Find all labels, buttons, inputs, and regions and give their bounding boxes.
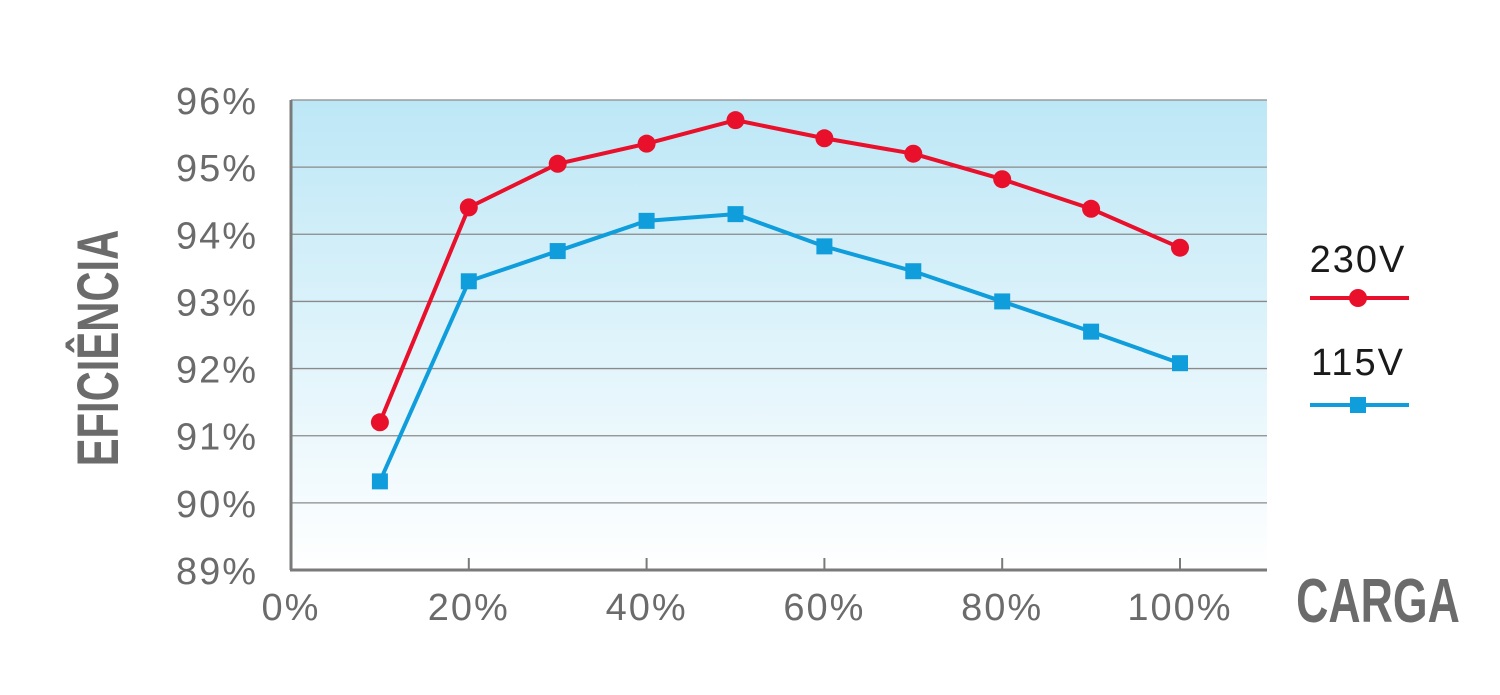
y-tick-label: 96% <box>176 81 258 123</box>
series-115v <box>371 206 1188 490</box>
data-point <box>816 238 833 255</box>
series-230v <box>370 111 1189 432</box>
y-tick-label: 89% <box>176 551 258 593</box>
legend-marker <box>1350 397 1366 413</box>
y-tick-label: 92% <box>176 350 258 392</box>
data-point <box>1172 355 1188 372</box>
y-tick-label: 90% <box>176 484 258 526</box>
data-point <box>460 273 477 290</box>
y-tick-label: 95% <box>176 148 258 190</box>
x-tick-label: 80% <box>961 587 1043 629</box>
series-line <box>378 212 1181 483</box>
series <box>370 111 1189 490</box>
legend-item-115v: 115V <box>1310 342 1409 413</box>
data-point <box>370 413 389 432</box>
x-tick-label: 60% <box>783 587 865 629</box>
x-axis-title: CARGA <box>1296 567 1460 636</box>
data-point <box>1082 199 1101 218</box>
data-point <box>994 293 1011 310</box>
grid-lines <box>291 99 1267 504</box>
data-point <box>727 206 744 223</box>
y-tick-label: 94% <box>176 215 258 257</box>
data-point <box>993 170 1012 189</box>
axes <box>289 100 1267 572</box>
series-line <box>378 118 1181 424</box>
y-tick-label: 93% <box>176 282 258 324</box>
y-tick-label: 91% <box>176 417 258 459</box>
data-point <box>548 154 567 173</box>
data-point <box>904 144 923 163</box>
legend-label: 115V <box>1311 342 1405 384</box>
y-tick-labels: 89% 90% 91% 92% 93% 94% 95% 96% <box>176 81 258 593</box>
plot-background <box>291 100 1267 570</box>
x-tick-label: 0% <box>262 587 321 629</box>
x-tick-label: 40% <box>606 587 688 629</box>
data-point <box>726 111 745 130</box>
data-point <box>1171 238 1189 257</box>
legend-marker <box>1349 289 1367 307</box>
data-point <box>905 263 922 280</box>
data-point <box>637 134 656 153</box>
legend-label: 230V <box>1310 239 1407 281</box>
x-tick-labels: 0% 20% 40% 60% 80% 100% <box>262 587 1232 629</box>
data-point <box>1083 323 1100 340</box>
x-tick-label: 20% <box>428 587 510 629</box>
data-point <box>815 129 834 148</box>
legend: 230V 115V <box>1310 239 1409 413</box>
data-point <box>638 212 655 229</box>
data-point <box>549 243 566 260</box>
data-point <box>371 473 388 490</box>
legend-item-230v: 230V <box>1310 239 1409 307</box>
data-point <box>459 198 478 217</box>
x-tick-label: 100% <box>1127 587 1232 629</box>
y-axis-title: EFICIÊNCIA <box>65 230 130 467</box>
